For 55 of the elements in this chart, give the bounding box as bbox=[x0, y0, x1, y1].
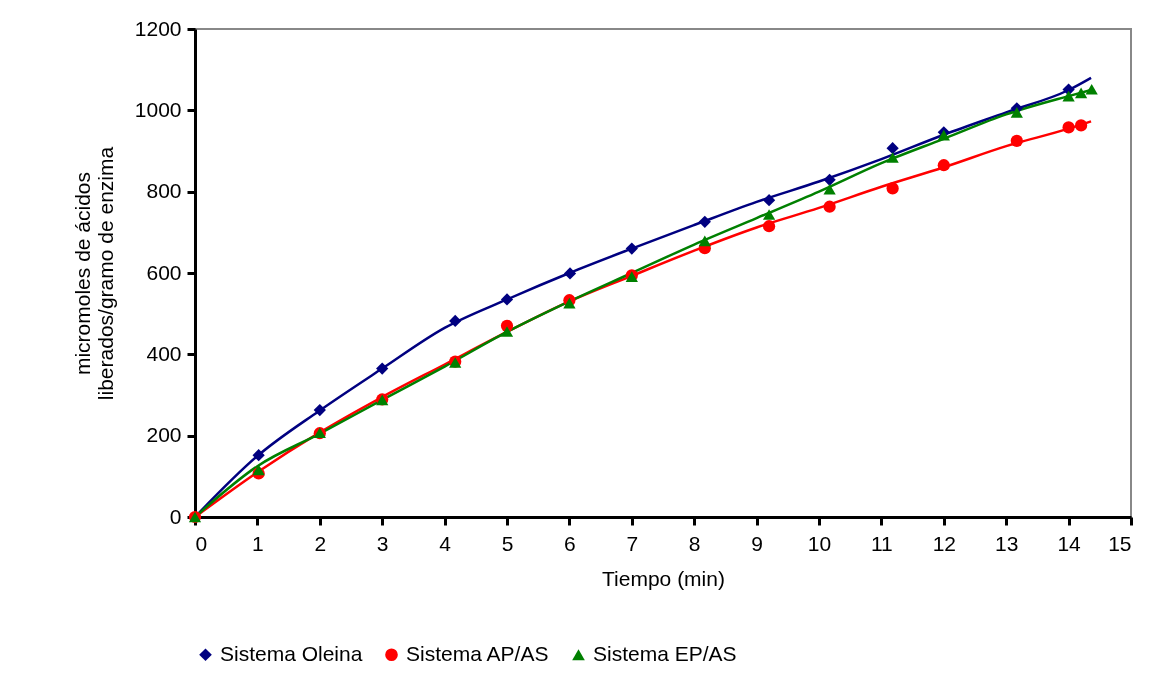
point bbox=[376, 362, 389, 375]
legend-label: Sistema AP/AS bbox=[406, 641, 549, 665]
point bbox=[886, 182, 899, 195]
point bbox=[886, 142, 899, 155]
point bbox=[1062, 121, 1075, 134]
x-tick-label: 3 bbox=[376, 531, 389, 555]
point bbox=[698, 215, 711, 228]
x-tick-label: 11 bbox=[870, 531, 893, 555]
x-tick-label: 15 bbox=[1108, 531, 1132, 555]
x-tick-label: 14 bbox=[1057, 531, 1082, 555]
x-tick-label: 13 bbox=[995, 531, 1019, 555]
point bbox=[1074, 87, 1088, 99]
point bbox=[500, 293, 514, 306]
y-tick-label: 200 bbox=[146, 423, 182, 447]
point bbox=[1010, 107, 1023, 118]
point bbox=[1085, 83, 1098, 95]
x-tick-label: 12 bbox=[932, 531, 956, 555]
y-tick-label: 1200 bbox=[134, 16, 182, 40]
point bbox=[762, 194, 776, 207]
point bbox=[823, 173, 836, 186]
x-tick-label: 2 bbox=[314, 531, 327, 555]
x-axis-title: Tiempo (min) bbox=[602, 566, 725, 590]
point bbox=[762, 209, 776, 220]
x-tick-label: 5 bbox=[501, 531, 514, 555]
x-tick-label: 1 bbox=[252, 531, 264, 555]
x-tick-label: 9 bbox=[751, 531, 763, 555]
x-tick-label: 4 bbox=[439, 531, 452, 555]
point bbox=[625, 242, 638, 255]
legend-label: Sistema Oleina bbox=[220, 641, 363, 665]
point bbox=[937, 159, 950, 172]
point bbox=[886, 152, 899, 163]
point bbox=[449, 314, 462, 328]
x-tick-label: 7 bbox=[626, 531, 639, 555]
point bbox=[500, 326, 514, 337]
point bbox=[1074, 119, 1088, 132]
y-tick-label: 600 bbox=[146, 260, 182, 284]
point bbox=[823, 183, 836, 195]
point bbox=[698, 235, 711, 247]
y-tick-label: 400 bbox=[146, 341, 182, 365]
y-axis-title: micromoles de ácidos liberados/gramo de enzima bbox=[70, 146, 117, 401]
point bbox=[823, 200, 836, 213]
x-tick-label: 10 bbox=[807, 531, 832, 555]
x-tick-label: 0 bbox=[195, 531, 208, 555]
point bbox=[252, 449, 265, 462]
point bbox=[1010, 134, 1023, 147]
point bbox=[313, 403, 326, 417]
x-tick-label: 8 bbox=[688, 531, 701, 555]
point bbox=[1062, 90, 1075, 102]
legend-label: Sistema EP/AS bbox=[593, 641, 737, 665]
point bbox=[762, 220, 776, 233]
x-tick-label: 6 bbox=[564, 531, 576, 555]
y-tick-label: 800 bbox=[146, 179, 182, 203]
point bbox=[563, 267, 577, 280]
y-tick-label: 1000 bbox=[134, 97, 182, 121]
y-tick-label: 0 bbox=[169, 504, 182, 528]
